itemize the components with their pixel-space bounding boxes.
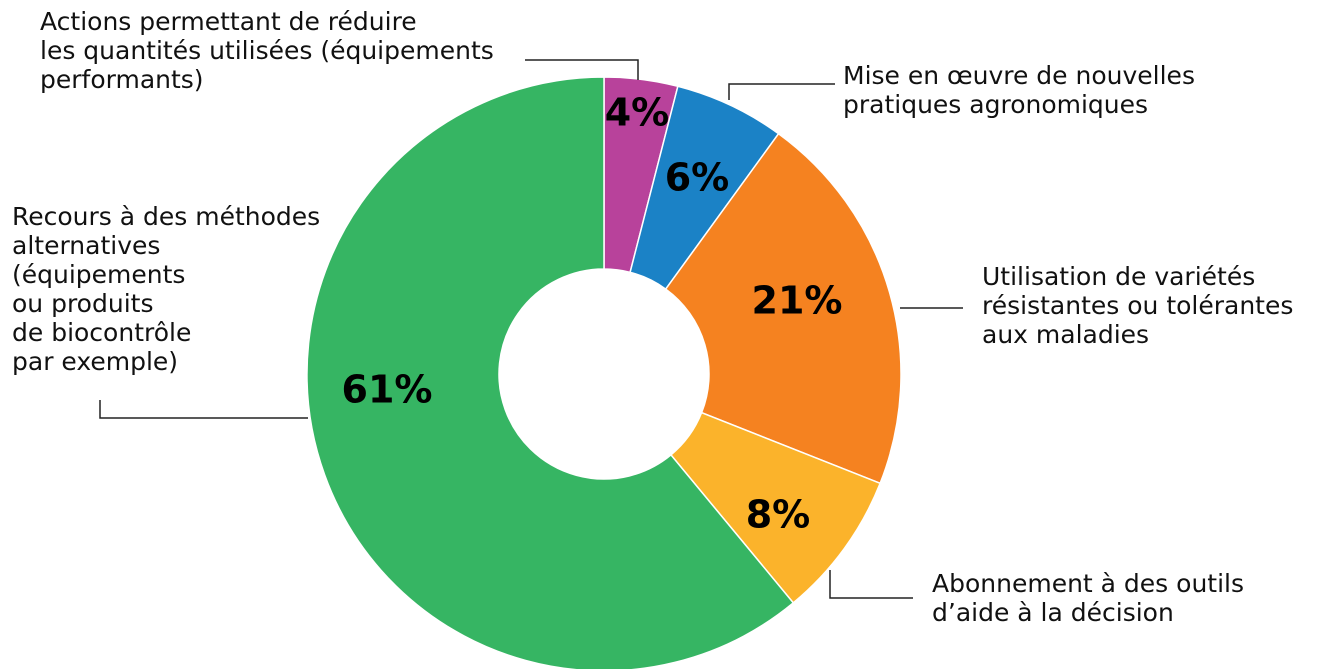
donut-slice [664,132,902,485]
leader-line [525,59,639,80]
value-label: 6% [665,156,730,200]
category-label: Utilisation de variétés résistantes ou to… [982,262,1293,349]
value-label: 61% [342,368,433,412]
category-label: Mise en œuvre de nouvelles pratiques agro… [843,61,1195,119]
leader-line [829,570,913,599]
category-label: Abonnement à des outils d’aide à la décis… [932,569,1244,627]
leader-line [99,400,308,419]
leader-line [728,83,835,100]
donut-slice [306,76,795,669]
value-label: 21% [752,279,843,323]
category-label: Recours à des méthodes alternatives (équip… [12,202,320,376]
value-label: 4% [605,91,670,135]
category-label: Actions permettant de réduire les quantit… [40,7,494,94]
value-label: 8% [746,493,811,537]
